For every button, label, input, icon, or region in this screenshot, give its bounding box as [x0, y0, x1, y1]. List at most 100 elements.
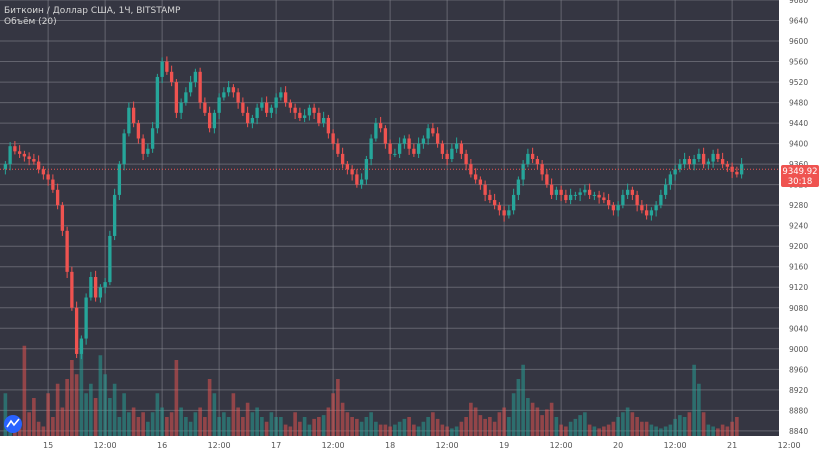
candle-body — [625, 189, 630, 195]
candle-body — [687, 159, 692, 165]
candle-body — [279, 92, 283, 98]
candle-body — [260, 102, 264, 108]
time-axis[interactable] — [0, 436, 779, 454]
price-tick-label: 9040 — [789, 324, 808, 333]
candle-body — [32, 159, 36, 162]
candle-body — [98, 287, 103, 298]
volume-bar — [488, 417, 492, 436]
candle-body — [706, 161, 711, 165]
candle-body — [521, 164, 525, 180]
volume-bar — [431, 412, 435, 436]
candle-body — [345, 164, 350, 170]
candle-body — [321, 117, 326, 124]
candle-body — [93, 276, 98, 298]
candle-body — [725, 164, 730, 167]
candle-body — [46, 174, 50, 180]
candle-body — [84, 297, 88, 339]
candle-body — [241, 102, 245, 113]
candle-body — [549, 184, 554, 195]
candle-body — [450, 148, 454, 160]
volume-bar — [51, 417, 55, 436]
volume-bar — [184, 417, 188, 436]
plot-area[interactable] — [0, 0, 779, 436]
candle-body — [454, 143, 459, 149]
candle-body — [127, 107, 131, 134]
volume-bar — [70, 360, 74, 436]
time-tick-label: 17 — [271, 441, 281, 450]
volume-bar — [730, 421, 734, 436]
candle-body — [397, 143, 402, 154]
volume-bar — [454, 426, 459, 436]
volume-bar — [22, 345, 27, 436]
volume-bar — [426, 417, 430, 436]
volume-bar — [701, 412, 706, 436]
volume-bar — [540, 415, 544, 436]
candle-body — [355, 174, 359, 185]
candle-body — [445, 153, 449, 160]
candle-body — [350, 169, 354, 175]
last-price-tag: 9349.92 30:18 — [781, 165, 819, 187]
volume-bar — [464, 417, 468, 436]
candle-body — [117, 164, 122, 195]
candle-body — [407, 138, 411, 149]
volume-bar — [326, 407, 331, 436]
candle-body — [497, 205, 502, 211]
candle-body — [583, 189, 587, 193]
candle-body — [312, 107, 316, 113]
candle-body — [378, 123, 383, 129]
volume-bar — [649, 424, 654, 436]
volume-bar — [678, 415, 682, 436]
volume-bar — [298, 421, 302, 436]
candle-body — [483, 184, 487, 195]
volume-bar — [283, 424, 288, 436]
volume-bar — [188, 421, 193, 436]
time-tick-label: 16 — [157, 441, 167, 450]
candle-body — [359, 179, 364, 185]
time-tick-label: 12:00 — [208, 441, 231, 450]
price-tick-label: 9280 — [789, 201, 808, 210]
candle-body — [326, 117, 331, 134]
candle-body — [293, 107, 297, 113]
volume-bar — [450, 428, 454, 436]
time-tick-label: 12:00 — [664, 441, 687, 450]
volume-bar — [507, 417, 511, 436]
volume-bar — [288, 426, 293, 436]
candle-body — [307, 107, 312, 116]
price-tick-label: 9400 — [789, 140, 808, 149]
price-axis[interactable] — [779, 0, 820, 454]
volume-bar — [668, 424, 673, 436]
candle-body — [602, 197, 606, 201]
time-tick-label: 12:00 — [94, 441, 117, 450]
volume-bar — [364, 417, 369, 436]
candle-body — [336, 143, 340, 154]
volume-bar — [36, 421, 41, 436]
volume-bar — [236, 407, 240, 436]
candle-body — [79, 338, 84, 354]
volume-bar — [616, 417, 620, 436]
candle-body — [302, 115, 307, 118]
volume-bar — [340, 402, 345, 436]
price-tick-label: 9640 — [789, 17, 808, 26]
candle-body — [41, 169, 46, 175]
candle-body — [60, 205, 65, 231]
candle-body — [89, 276, 93, 298]
volume-bar — [193, 412, 198, 436]
volume-bar — [530, 402, 535, 436]
time-tick-label: 20 — [613, 441, 623, 450]
volume-legend: Объём (20) — [4, 17, 57, 27]
candle-body — [36, 161, 41, 170]
candle-body — [231, 87, 236, 93]
candle-body — [388, 143, 392, 154]
volume-bar — [587, 424, 592, 436]
price-tick-label: 9360 — [789, 160, 808, 169]
volume-bar — [369, 412, 373, 436]
volume-bar — [269, 412, 274, 436]
volume-bar — [174, 360, 179, 436]
volume-bar — [573, 418, 578, 436]
candle-body — [526, 153, 530, 165]
volume-bar — [169, 412, 174, 436]
volume-bar — [60, 407, 65, 436]
tradingview-logo-icon[interactable] — [4, 415, 22, 433]
